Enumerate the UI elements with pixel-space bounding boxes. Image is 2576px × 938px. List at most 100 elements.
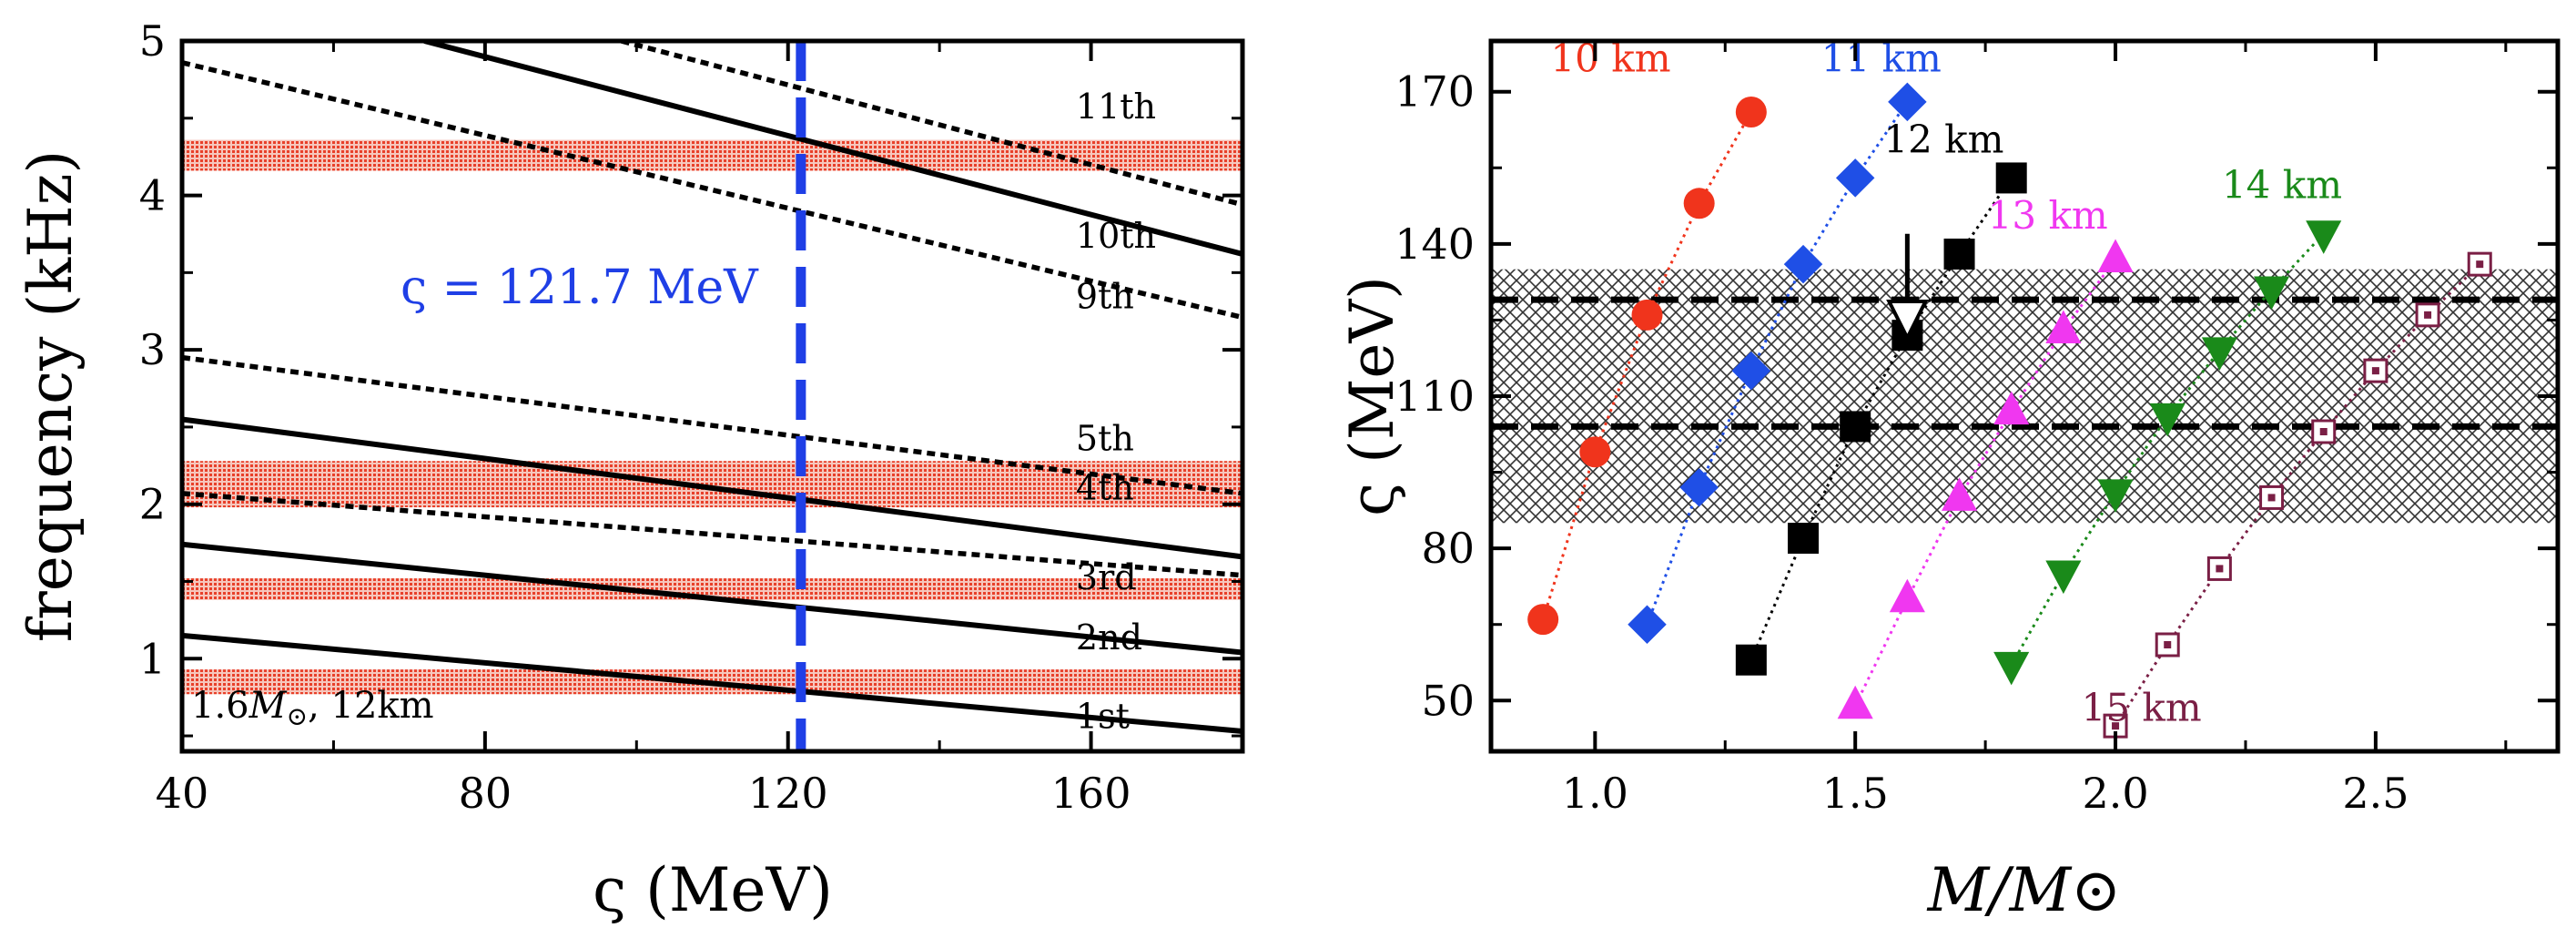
series-point-11-km [1731, 351, 1771, 391]
series-point-10-km [1735, 97, 1767, 127]
harmonic-label-3rd: 3rd [1076, 557, 1137, 597]
series-point-15-km-center [2424, 311, 2432, 319]
series-point-12-km [1788, 523, 1820, 554]
x-tick-label-1-5: 1.5 [1822, 769, 1889, 818]
series-point-15-km [2311, 419, 2337, 444]
harmonic-label-2nd: 2nd [1076, 617, 1142, 658]
series-point-13-km [1889, 578, 1925, 613]
series-label-13-km: 13 km [1988, 193, 2108, 238]
series-point-15-km-outline [2311, 419, 2337, 444]
constraint-band [1491, 269, 2558, 524]
left-plot-frame [179, 38, 1245, 754]
frequency-band-2 [182, 578, 1242, 600]
series-point-12-km [1995, 162, 2027, 194]
series-point-15-km-center [2267, 494, 2276, 502]
frequency-band-4 [182, 139, 1242, 171]
series-point-14-km [1993, 651, 2030, 686]
series-point-13-km [1837, 685, 1873, 719]
x-tick-label-120: 120 [748, 769, 828, 818]
series-point-15-km-center [2112, 722, 2120, 730]
series-point-14-km [2306, 220, 2342, 254]
y-tick-label-140: 140 [1394, 219, 1475, 269]
y-tick-label-110: 110 [1394, 372, 1475, 421]
series-label-10-km: 10 km [1550, 36, 1670, 80]
harmonic-line-4th [182, 416, 1242, 560]
harmonic-line-1st [182, 632, 1242, 734]
series-point-10-km [1683, 188, 1715, 219]
harmonic-line-5th [182, 354, 1242, 496]
series-point-15-km [2467, 251, 2492, 277]
harmonic-label-1st: 1st [1076, 697, 1130, 737]
x-tick-label-80: 80 [459, 769, 512, 818]
harmonic-line-9th [182, 60, 1242, 321]
y-tick-label-80: 80 [1421, 524, 1475, 573]
series-point-11-km [1628, 605, 1667, 644]
x-tick-label-160: 160 [1051, 769, 1131, 818]
x-tick-label-40: 40 [156, 769, 209, 818]
right-panel: 10 km 11 km 12 km 13 km 14 km 15 km 1.0 1.5 2.0… [1337, 36, 2561, 925]
arrow-marker [1886, 233, 1929, 342]
frequency-bands [182, 139, 1242, 695]
series-point-13-km [1993, 391, 2030, 425]
harmonic-line-2nd [182, 541, 1242, 656]
series-point-15-km [2415, 302, 2440, 328]
series-point-15-km [2206, 556, 2232, 581]
series-point-15-km-center [2216, 565, 2224, 573]
series-point-12-km [1735, 644, 1767, 676]
harmonic-line-10th [423, 41, 1242, 257]
arrow-head [1886, 300, 1929, 342]
solar-subscript: ⊙ [287, 701, 308, 731]
series-line-13-km [1853, 258, 2117, 707]
harmonic-labels: 11th 10th 9th 5th 4th 3rd 2nd 1st [1076, 87, 1156, 737]
harmonic-label-5th: 5th [1076, 418, 1134, 458]
mass-value: 1.6 [191, 685, 249, 727]
series-point-14-km [2254, 276, 2290, 311]
harmonic-line-11th [620, 41, 1242, 208]
series-point-15-km [2155, 632, 2180, 658]
series-point-14-km [2201, 337, 2237, 371]
y-tick-label-2: 2 [139, 480, 166, 529]
radius-value: , 12km [308, 685, 434, 727]
y-tick-label-50: 50 [1421, 676, 1475, 725]
right-x-axis-title: M/M⊙ [1927, 855, 2122, 925]
x-tick-label-2-5: 2.5 [2342, 769, 2409, 818]
constraint-lines [1491, 296, 2558, 430]
x-tick-label-1-0: 1.0 [1562, 769, 1628, 818]
series-point-15-km [2363, 358, 2388, 383]
series-point-14-km [2097, 479, 2134, 513]
series-point-15-km-center [2319, 428, 2328, 435]
left-axis-ticks: 40 80 120 160 1 2 3 4 5 [139, 16, 1244, 818]
series-label-14-km: 14 km [2222, 163, 2342, 208]
series-point-15-km-center [2476, 260, 2484, 269]
series-point-15-km [2259, 484, 2285, 510]
y-tick-label-3: 3 [139, 325, 166, 374]
series-point-15-km-center [2371, 367, 2379, 375]
series-point-11-km [1679, 468, 1719, 507]
left-y-axis-title: frequency (kHz) [15, 150, 86, 642]
right-y-axis-title: ς (MeV) [1337, 276, 1407, 516]
series-labels: 10 km 11 km 12 km 13 km 14 km 15 km [1550, 36, 2342, 729]
series-point-13-km [2097, 239, 2134, 273]
series-point-10-km [1527, 604, 1559, 636]
series-line-12-km [1749, 177, 2013, 661]
series-point-10-km [1579, 436, 1611, 468]
harmonic-label-4th: 4th [1076, 468, 1134, 508]
y-tick-label-170: 170 [1394, 67, 1475, 117]
series-point-15-km-center [2164, 641, 2172, 648]
series-point-11-km [1783, 244, 1823, 284]
series-point-11-km [1888, 82, 1927, 122]
harmonic-label-10th: 10th [1076, 216, 1156, 256]
series-point-12-km [1943, 239, 1975, 270]
series-point-15-km-outline [2363, 358, 2388, 383]
harmonic-label-9th: 9th [1076, 276, 1134, 316]
right-plot-frame [1488, 38, 2561, 754]
y-tick-label-1: 1 [139, 634, 166, 683]
left-x-axis-title: ς (MeV) [593, 855, 833, 925]
series-label-12-km: 12 km [1883, 117, 2003, 162]
x-tick-label-2-0: 2.0 [2082, 769, 2148, 818]
mass-symbol: M [248, 685, 288, 727]
harmonic-curves [182, 41, 1242, 734]
y-tick-label-5: 5 [139, 16, 166, 66]
series-point-12-km [1840, 411, 1871, 443]
